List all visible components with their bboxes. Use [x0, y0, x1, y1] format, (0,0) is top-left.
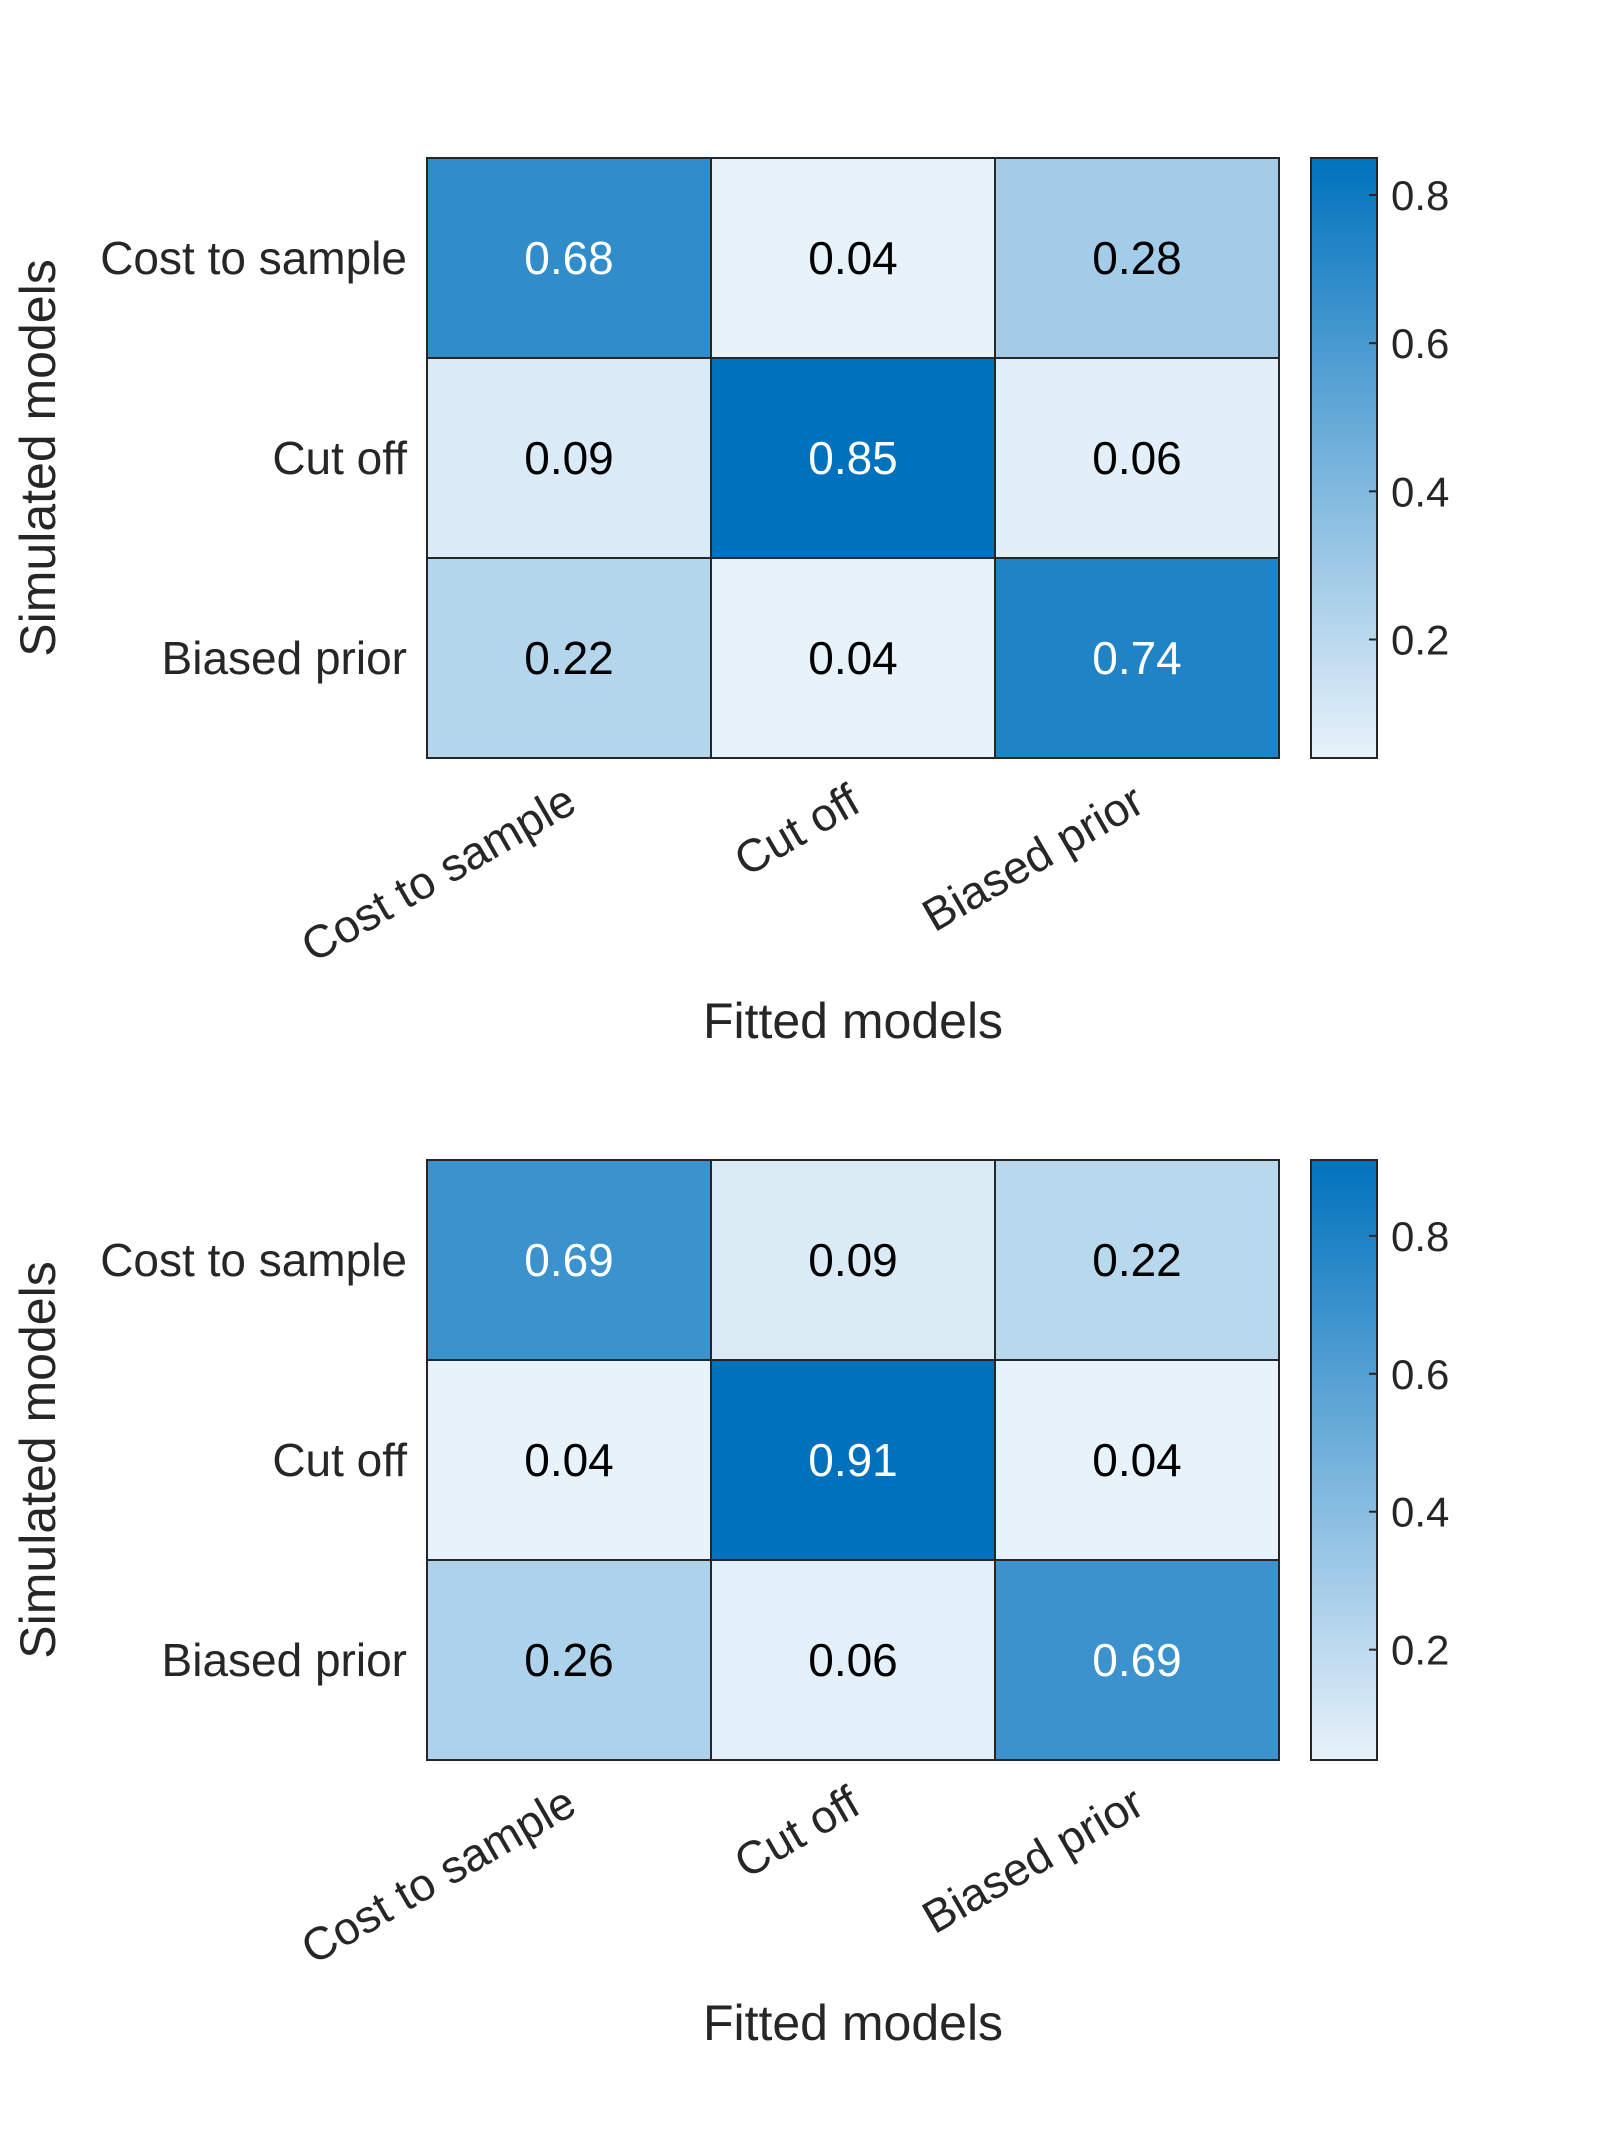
cell-value-label: 0.06 [1092, 432, 1182, 484]
cell-value-label: 0.04 [1092, 1434, 1182, 1486]
x-tick-label: Cost to sample [292, 774, 584, 972]
heatmap-cell [710, 1159, 996, 1361]
y-tick-label: Biased prior [162, 632, 407, 684]
heatmap-cell [426, 1559, 712, 1761]
colorbar-tick-label: 0.4 [1391, 468, 1449, 515]
heatmap-cell [426, 557, 712, 759]
y-tick-label: Biased prior [162, 1634, 407, 1686]
y-axis-label: Simulated models [10, 1261, 66, 1658]
cell-value-label: 0.09 [524, 432, 614, 484]
heatmap-cell [994, 357, 1280, 559]
cell-value-label: 0.04 [524, 1434, 614, 1486]
colorbar-tick-label: 0.8 [1391, 172, 1449, 219]
heatmap-cell [426, 1159, 712, 1361]
colorbar [1310, 157, 1378, 759]
heatmap-panel-2: 0.69 0.09 0.22 0.04 0.91 0.04 0.26 0.06 0.69 Cost… [10, 1159, 1449, 2051]
cell-value-label: 0.69 [1092, 1634, 1182, 1686]
heatmap-cell [994, 557, 1280, 759]
colorbar-tick-label: 0.2 [1391, 616, 1449, 663]
x-tick-label: Biased prior [913, 774, 1152, 942]
heatmap-cell [710, 557, 996, 759]
cell-value-label: 0.28 [1092, 232, 1182, 284]
heatmap-cell [426, 357, 712, 559]
colorbar-tick-label: 0.8 [1391, 1213, 1449, 1260]
heatmap-cell [994, 1159, 1280, 1361]
cell-value-label: 0.09 [808, 1234, 898, 1286]
y-tick-label: Cost to sample [100, 232, 407, 284]
heatmap-cell [994, 157, 1280, 359]
cell-value-label: 0.22 [524, 632, 614, 684]
colorbar [1310, 1159, 1378, 1761]
cell-value-label: 0.69 [524, 1234, 614, 1286]
heatmap-cell [710, 357, 996, 559]
x-tick-label: Cut off [725, 774, 868, 886]
cell-value-label: 0.06 [808, 1634, 898, 1686]
cell-value-label: 0.91 [808, 1434, 898, 1486]
heatmap-cell [994, 1559, 1280, 1761]
colorbar-tick-label: 0.6 [1391, 1351, 1449, 1398]
x-tick-label: Biased prior [913, 1776, 1152, 1944]
cell-value-label: 0.74 [1092, 632, 1182, 684]
colorbar-tick-label: 0.4 [1391, 1489, 1449, 1536]
heatmap-cell [710, 1359, 996, 1561]
cell-value-label: 0.04 [808, 632, 898, 684]
y-axis-label: Simulated models [10, 259, 66, 656]
x-tick-label: Cut off [725, 1776, 868, 1888]
cell-value-label: 0.68 [524, 232, 614, 284]
y-tick-label: Cost to sample [100, 1234, 407, 1286]
x-axis-label: Fitted models [703, 993, 1003, 1049]
x-axis-label: Fitted models [703, 1995, 1003, 2051]
y-tick-label: Cut off [272, 1434, 407, 1486]
cell-value-label: 0.26 [524, 1634, 614, 1686]
colorbar-tick-label: 0.6 [1391, 320, 1449, 367]
cell-value-label: 0.04 [808, 232, 898, 284]
colorbar-tick-label: 0.2 [1391, 1627, 1449, 1674]
cell-value-label: 0.85 [808, 432, 898, 484]
heatmap-cell [426, 157, 712, 359]
heatmap-cell [710, 157, 996, 359]
cell-value-label: 0.22 [1092, 1234, 1182, 1286]
y-tick-label: Cut off [272, 432, 407, 484]
heatmap-panel-1: 0.68 0.04 0.28 0.09 0.85 0.06 0.22 0.04 0.74 Cost… [10, 157, 1449, 1049]
x-tick-label: Cost to sample [292, 1776, 584, 1974]
heatmap-cell [994, 1359, 1280, 1561]
